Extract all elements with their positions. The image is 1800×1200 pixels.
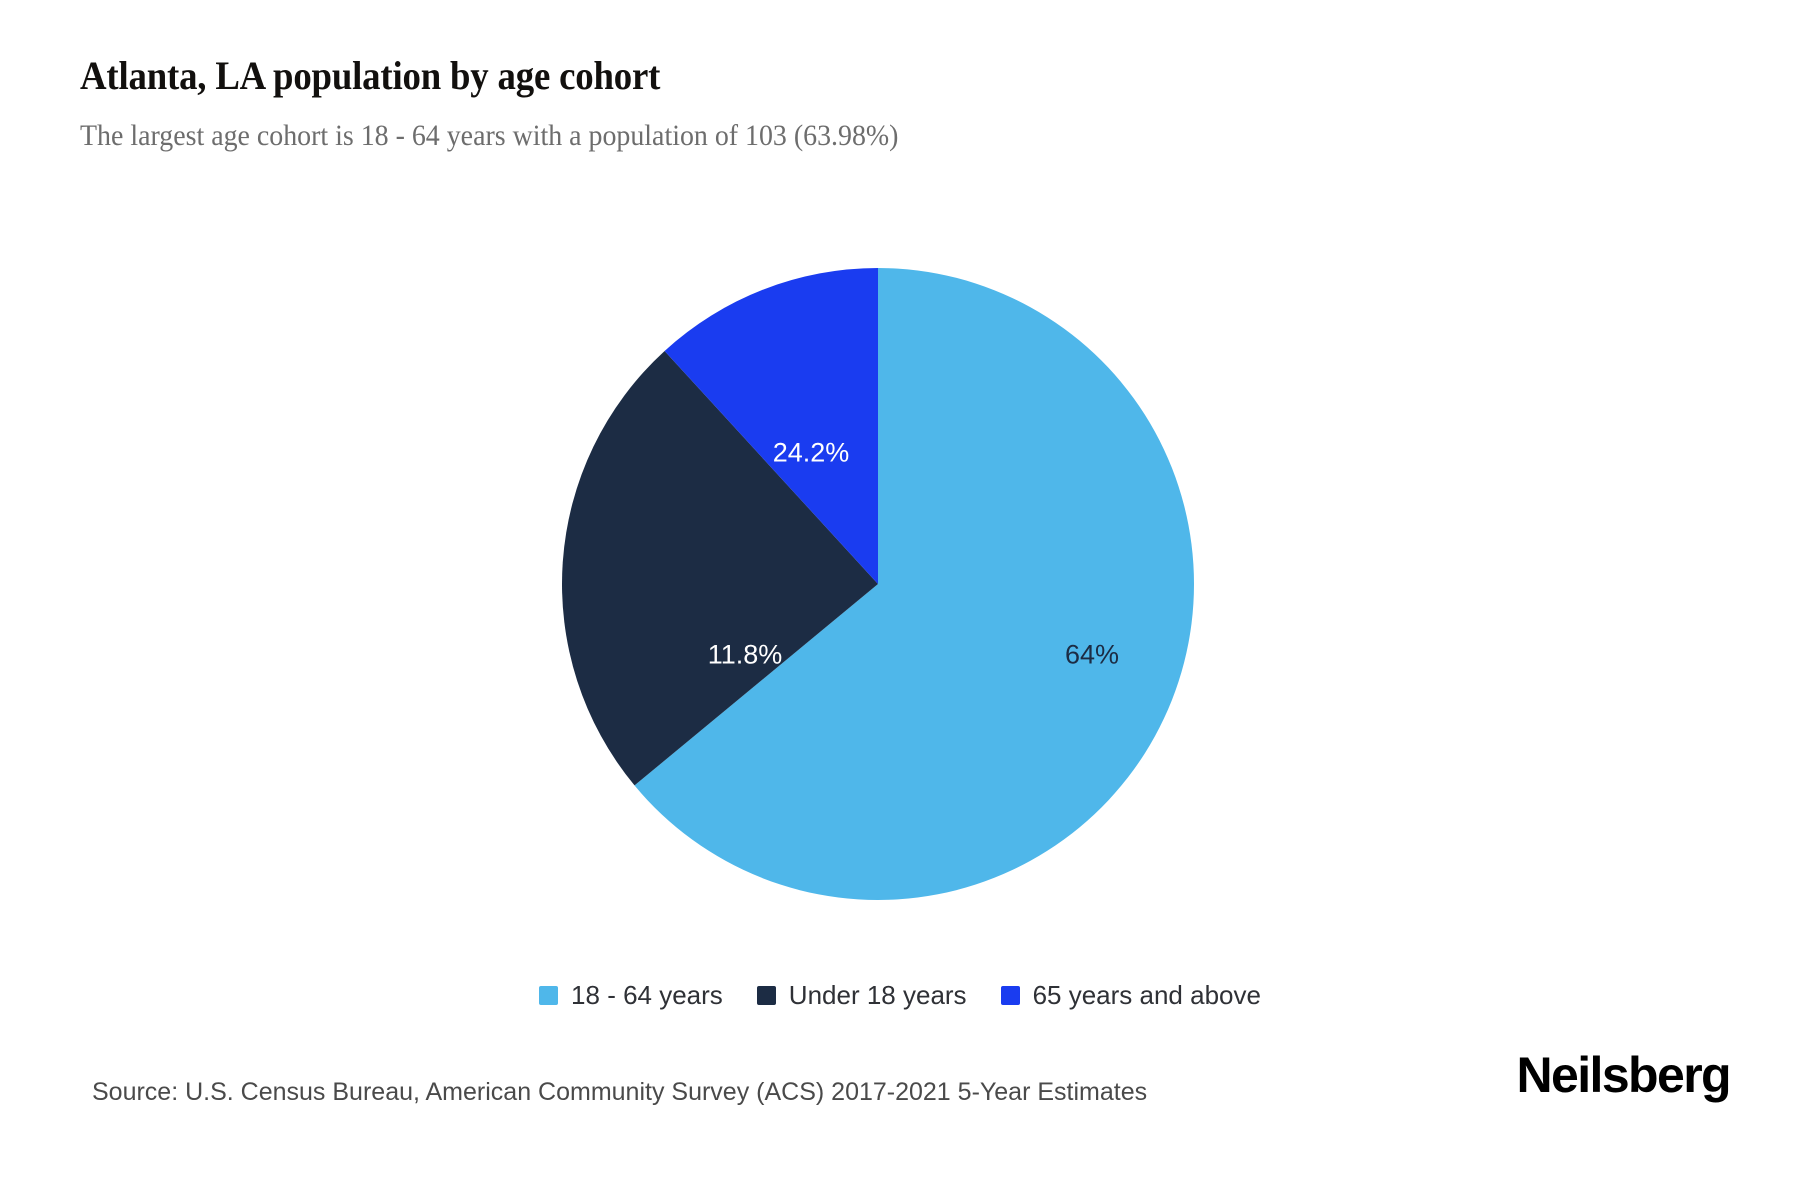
pie-slice[interactable] bbox=[664, 268, 878, 584]
chart-subtitle: The largest age cohort is 18 - 64 years … bbox=[80, 119, 899, 152]
legend-item[interactable]: 65 years and above bbox=[1000, 980, 1261, 1011]
brand-logo: Neilsberg bbox=[1516, 1047, 1732, 1103]
legend-item-label: 18 - 64 years bbox=[571, 980, 723, 1010]
source-note: Source: U.S. Census Bureau, American Com… bbox=[92, 1078, 1148, 1106]
pie-slice-label-under-18-years: 24.2% bbox=[772, 437, 850, 468]
legend-swatch-icon bbox=[1000, 986, 1020, 1005]
page-title: Atlanta, LA population by age cohort bbox=[80, 53, 661, 98]
pie-slice-label-65-years-and-above: 11.8% bbox=[707, 639, 783, 670]
legend-swatch-icon bbox=[756, 986, 776, 1005]
pie-slice[interactable] bbox=[562, 350, 878, 786]
pie-slice[interactable] bbox=[634, 268, 1194, 900]
pie-chart-svg bbox=[562, 268, 1194, 900]
legend-swatch-icon bbox=[539, 986, 559, 1005]
legend-item-label: 65 years and above bbox=[1032, 980, 1261, 1010]
chart-legend: 18 - 64 years Under 18 years 65 years and … bbox=[0, 980, 1800, 1011]
legend-item[interactable]: Under 18 years bbox=[756, 980, 967, 1011]
legend-item[interactable]: 18 - 64 years bbox=[539, 980, 723, 1011]
legend-item-label: Under 18 years bbox=[788, 980, 967, 1010]
pie-slice-label-18-64-years: 64% bbox=[1064, 639, 1120, 670]
